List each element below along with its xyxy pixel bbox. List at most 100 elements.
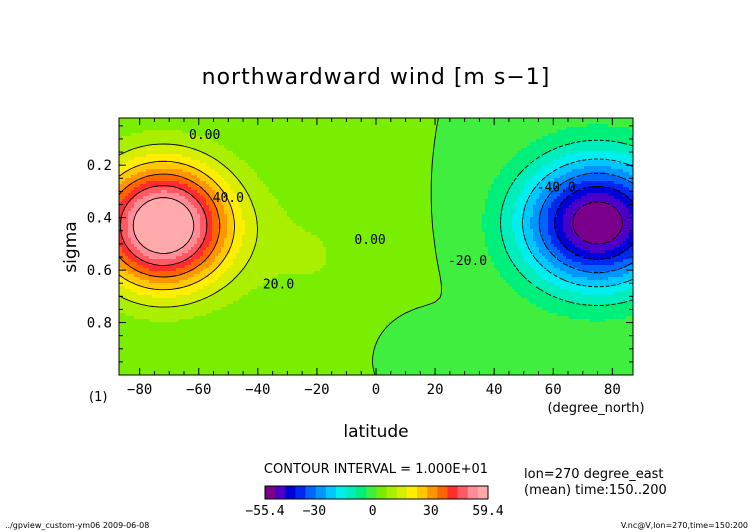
contour-cell [251,289,255,293]
contour-cell [191,241,195,245]
contour-cell [119,127,123,131]
contour-cell [218,259,222,263]
contour-cell [290,136,294,140]
contour-cell [155,349,159,353]
contour-cell [245,193,249,197]
contour-cell [287,250,291,254]
contour-cell [188,157,192,161]
contour-cell [134,241,138,245]
contour-cell [272,334,276,338]
contour-cell [209,310,213,314]
contour-cell [164,205,168,209]
contour-cell [200,307,204,311]
contour-cell [140,328,144,332]
contour-cell [122,307,126,311]
contour-cell [173,280,177,284]
contour-cell [179,133,183,137]
contour-cell [215,202,219,206]
contour-cell [263,202,267,206]
contour-cell [245,346,249,350]
contour-cell [122,247,126,251]
contour-cell [170,214,174,218]
contour-cell [248,364,252,368]
contour-cell [125,223,129,227]
contour-cell [251,235,255,239]
contour-cell [248,253,252,257]
contour-cell [242,247,246,251]
contour-cell [149,322,153,326]
contour-cell [149,175,153,179]
contour-cell [257,367,261,371]
contour-cell [194,334,198,338]
contour-cell [143,319,147,323]
contour-cell [197,244,201,248]
contour-cell [188,346,192,350]
contour-cell [224,205,228,209]
contour-cell [227,265,231,269]
contour-cell [263,214,267,218]
contour-cell [209,337,213,341]
contour-cell [140,205,144,209]
contour-cell [218,190,222,194]
contour-cell [215,328,219,332]
contour-cell [185,193,189,197]
contour-cell [173,313,177,317]
contour-cell [278,310,282,314]
contour-cell [278,262,282,266]
contour-cell [173,346,177,350]
contour-cell [158,292,162,296]
contour-cell [272,361,276,365]
contour-cell [287,280,291,284]
contour-cell [254,328,258,332]
contour-cell [266,145,270,149]
contour-cell [203,337,207,341]
contour-cell [260,316,264,320]
contour-cell [254,301,258,305]
contour-cell [140,325,144,329]
contour-cell [260,211,264,215]
contour-cell [155,274,159,278]
contour-cell [167,247,171,251]
contour-cell [179,151,183,155]
contour-cell [215,151,219,155]
contour-cell [179,355,183,359]
contour-cell [236,139,240,143]
contour-cell [140,181,144,185]
contour-cell [224,175,228,179]
contour-cell [152,355,156,359]
contour-cell [203,175,207,179]
contour-cell [257,352,261,356]
contour-cell [173,169,177,173]
contour-cell [236,268,240,272]
contour-cell [119,232,123,236]
contour-cell [200,337,204,341]
contour-cell [167,187,171,191]
contour-cell [221,358,225,362]
contour-cell [290,133,294,137]
contour-cell [245,226,249,230]
contour-cell [242,199,246,203]
contour-cell [188,133,192,137]
contour-cell [227,154,231,158]
contour-cell [185,175,189,179]
contour-cell [158,331,162,335]
contour-cell [248,373,252,375]
contour-cell [266,271,270,275]
contour-cell [212,160,216,164]
contour-cell [278,136,282,140]
contour-cell [263,328,267,332]
contour-cell [149,256,153,260]
contour-cell [254,148,258,152]
contour-cell [263,205,267,209]
contour-cell [146,217,150,221]
contour-cell [239,322,243,326]
contour-cell [278,355,282,359]
contour-cell [212,211,216,215]
contour-cell [155,358,159,362]
contour-cell [281,139,285,143]
contour-cell [251,238,255,242]
contour-cell [275,277,279,281]
contour-cell [212,199,216,203]
contour-cell [221,268,225,272]
contour-cell [170,196,174,200]
